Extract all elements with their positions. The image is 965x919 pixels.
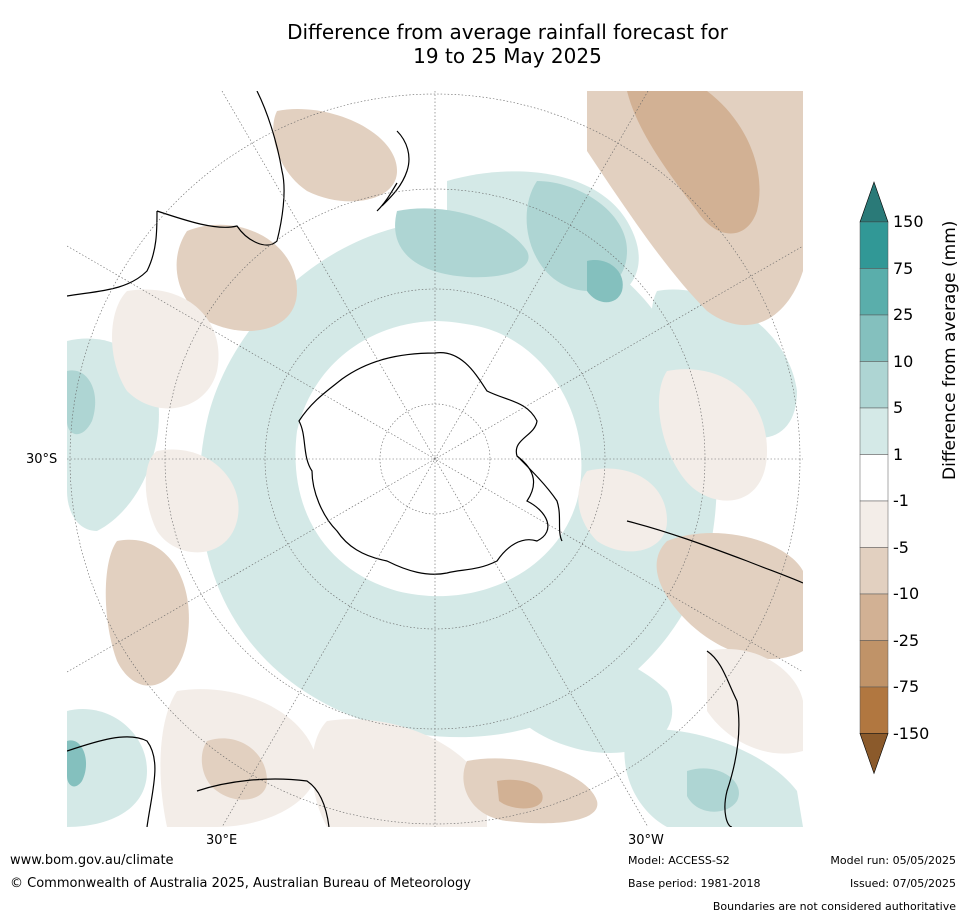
dry-patch-ne-core xyxy=(627,91,760,234)
graticule xyxy=(67,91,803,827)
title-line-1: Difference from average rainfall forecas… xyxy=(287,20,728,44)
dry-patch-s-3 xyxy=(497,779,543,809)
dry-patch-se-1 xyxy=(656,532,803,660)
dry-patch-e-2 xyxy=(578,468,667,552)
new-zealand xyxy=(376,130,410,212)
wet-patch-n-3 xyxy=(587,260,623,303)
wet-patch-sw-2 xyxy=(67,740,87,787)
polar-map xyxy=(67,91,803,827)
colorbar-band xyxy=(859,454,889,502)
footer-issued: Issued: 07/05/2025 xyxy=(849,877,956,890)
africa-east xyxy=(196,778,330,827)
colorbar-band xyxy=(859,407,889,455)
colorbar-tick-label: 150 xyxy=(893,212,924,231)
wet-patch-se-2 xyxy=(687,768,739,812)
south-america xyxy=(626,520,803,584)
title-line-2: 19 to 25 May 2025 xyxy=(413,44,602,68)
footer-website[interactable]: www.bom.gov.au/climate xyxy=(10,853,174,868)
colorbar-tick-label: -1 xyxy=(893,491,909,510)
antarctic-peninsula xyxy=(516,455,563,542)
south-america-lower xyxy=(706,650,740,827)
africa xyxy=(67,736,156,827)
lon-label-30e: 30°E xyxy=(206,833,238,848)
wet-patch-sw-1 xyxy=(67,709,147,827)
colorbar-band xyxy=(859,640,889,688)
colorbar-band xyxy=(859,268,889,316)
colorbar-band xyxy=(859,547,889,595)
colorbar-band xyxy=(859,314,889,362)
wet-patch-w-2 xyxy=(67,370,96,435)
dry-patch-nw-1 xyxy=(176,224,297,331)
colorbar-tick-label: -10 xyxy=(893,584,920,603)
colorbar-tick-label: 25 xyxy=(893,305,914,324)
colorbar-tick-label: 1 xyxy=(893,444,904,464)
wet-patch-s-1 xyxy=(487,638,673,753)
colorbar-band xyxy=(859,593,889,641)
dry-patch-se-2 xyxy=(707,649,803,754)
footer-disclaimer: Boundaries are not considered authoritat… xyxy=(712,900,956,913)
colorbar-tick-label: -5 xyxy=(893,537,909,557)
footer-model: Model: ACCESS-S2 xyxy=(628,854,730,867)
map-svg xyxy=(67,91,803,827)
antarctica xyxy=(298,352,549,575)
wet-ring xyxy=(199,219,717,738)
australia-west xyxy=(67,210,158,297)
lon-label-30w: 30°W xyxy=(628,833,664,848)
colorbar-tick-label: 5 xyxy=(893,398,904,417)
dry-patch-s-1 xyxy=(312,719,487,827)
colorbar-tick-label: 10 xyxy=(893,351,914,371)
colorbar-tick-label: 75 xyxy=(893,258,914,278)
colorbar-band xyxy=(859,500,889,548)
colorbar-extend-bottom xyxy=(859,733,889,775)
colorbar-band xyxy=(859,361,889,409)
colorbar xyxy=(845,180,965,790)
colorbar-extend-top xyxy=(859,181,889,223)
australia xyxy=(156,91,285,246)
wet-patch-nw-1 xyxy=(395,208,529,278)
colorbar-title: Difference from average (mm) xyxy=(940,220,960,480)
chart-title: Difference from average rainfall forecas… xyxy=(160,20,855,68)
dry-patch-w-2 xyxy=(145,449,239,553)
footer-base-period: Base period: 1981-2018 xyxy=(628,877,761,890)
colorbar-band xyxy=(859,686,889,734)
footer-model-run: Model run: 05/05/2025 xyxy=(830,854,956,867)
dry-patch-sw-3 xyxy=(201,738,267,800)
wet-patch-e-1 xyxy=(651,289,797,438)
colorbar-tick-label: -75 xyxy=(893,677,920,696)
dry-patch-w-1 xyxy=(112,289,219,409)
colorbar-tick-label: -25 xyxy=(893,630,920,650)
dry-patch-sw-1 xyxy=(105,539,189,686)
footer-copyright: © Commonwealth of Australia 2025, Austra… xyxy=(10,876,471,891)
colorbar-band xyxy=(859,221,889,269)
colorbar-svg xyxy=(859,181,889,775)
colorbar-tick-label: -150 xyxy=(893,723,930,743)
lat-label-30s: 30°S xyxy=(26,452,58,467)
dry-patch-nw-2 xyxy=(273,109,397,202)
dry-patch-e-1 xyxy=(658,369,767,501)
